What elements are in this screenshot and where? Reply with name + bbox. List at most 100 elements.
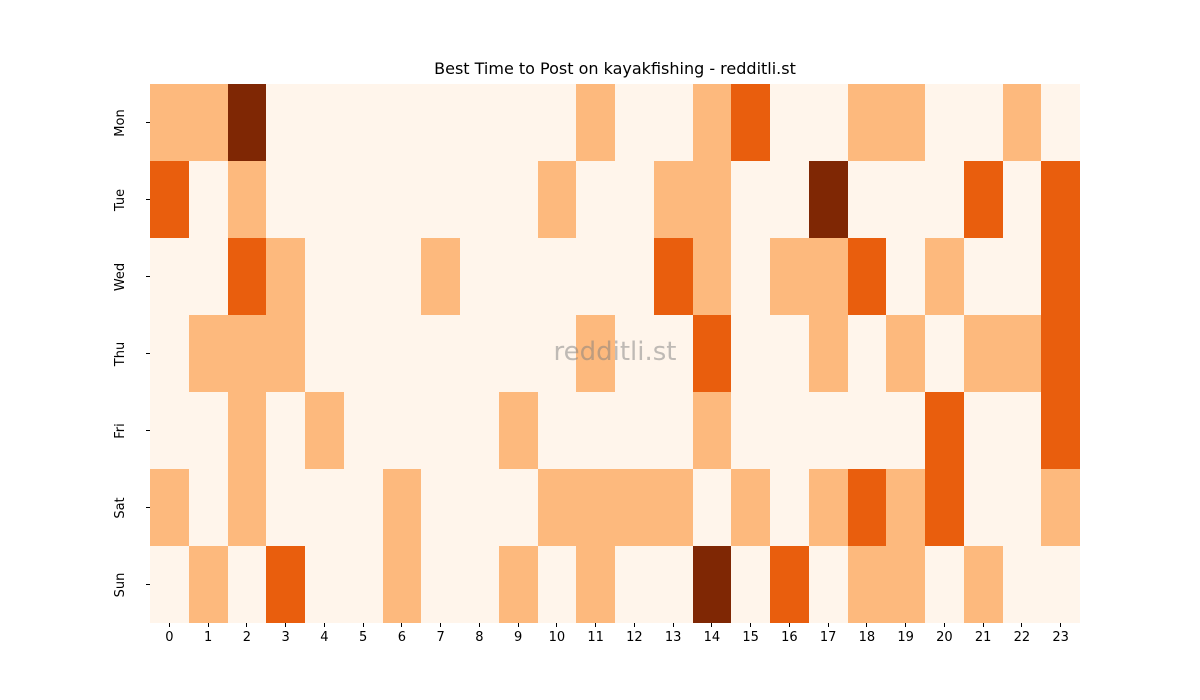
heatmap-cell xyxy=(615,392,654,469)
tick-mark xyxy=(517,623,519,627)
heatmap-cell xyxy=(576,161,615,238)
heatmap-cell xyxy=(925,469,964,546)
heatmap-cell xyxy=(731,315,770,392)
heatmap-cell xyxy=(770,238,809,315)
heatmap-cell xyxy=(227,238,267,315)
heatmap-cell xyxy=(460,238,499,315)
tick-mark xyxy=(478,623,480,627)
x-tick: 13 xyxy=(653,623,693,646)
heatmap-cell xyxy=(421,84,460,161)
heatmap-cell xyxy=(537,469,577,546)
tick-mark xyxy=(788,623,790,627)
tick-mark xyxy=(1060,623,1062,627)
heatmap-cell xyxy=(421,161,460,238)
y-tick: Mon xyxy=(100,109,150,136)
heatmap-cell xyxy=(847,392,887,469)
heatmap-cell xyxy=(770,469,809,546)
heatmap-cell xyxy=(963,546,1003,623)
x-tick: 1 xyxy=(188,623,228,646)
heatmap-cell xyxy=(692,392,732,469)
heatmap-cell xyxy=(731,84,770,161)
heatmap-cell xyxy=(963,315,1003,392)
x-tick-label: 11 xyxy=(587,630,604,645)
tick-mark xyxy=(401,623,403,627)
heatmap-cell xyxy=(305,84,344,161)
heatmap-cell xyxy=(382,84,422,161)
heatmap-cell xyxy=(653,392,693,469)
x-tick-label: 20 xyxy=(936,630,953,645)
x-tick: 6 xyxy=(382,623,422,646)
heatmap-cell xyxy=(537,546,577,623)
heatmap-cell xyxy=(770,392,809,469)
heatmap-cell xyxy=(847,84,887,161)
y-tick: Tue xyxy=(100,188,150,211)
heatmap-cell xyxy=(847,546,887,623)
tick-mark xyxy=(633,623,635,627)
tick-mark xyxy=(595,623,597,627)
heatmap-cell xyxy=(382,161,422,238)
x-tick-label: 18 xyxy=(858,630,876,645)
tick-mark xyxy=(866,623,868,627)
x-tick-label: 2 xyxy=(242,630,252,645)
heatmap-cell xyxy=(1002,161,1042,238)
x-tick: 4 xyxy=(304,623,344,646)
heatmap-cell xyxy=(770,161,809,238)
heatmap-cell xyxy=(343,161,383,238)
x-tick-label: 9 xyxy=(513,630,523,645)
tick-mark xyxy=(146,121,150,123)
heatmap-cell xyxy=(498,469,538,546)
heatmap-cell xyxy=(847,161,887,238)
x-tick-label: 10 xyxy=(548,630,566,645)
heatmap-cell xyxy=(460,161,499,238)
heatmap-cell xyxy=(150,161,189,238)
x-tick: 0 xyxy=(149,623,189,646)
heatmap-cell xyxy=(1041,315,1080,392)
heatmap-cell xyxy=(498,161,538,238)
x-tick: 17 xyxy=(808,623,848,646)
heatmap-cell xyxy=(460,546,499,623)
heatmap-cell xyxy=(886,546,925,623)
x-axis: 0 1 2 3 4 5 6 7 8 9 10 11 12 13 14 15 16 17 18 19 20 21 22 23 xyxy=(150,623,1080,653)
heatmap-cell xyxy=(305,315,344,392)
heatmap-cell xyxy=(498,315,538,392)
heatmap-cell xyxy=(847,238,887,315)
y-tick: Fri xyxy=(100,421,150,441)
heatmap-cell xyxy=(150,238,189,315)
heatmap-cell xyxy=(150,469,189,546)
heatmap-cell xyxy=(615,546,654,623)
heatmap-cell xyxy=(808,161,848,238)
heatmap-cell xyxy=(1002,84,1042,161)
x-tick-label: 17 xyxy=(819,630,837,645)
heatmap-cell xyxy=(188,469,228,546)
x-tick: 16 xyxy=(769,623,809,646)
x-tick-label: 1 xyxy=(203,630,213,645)
tick-mark xyxy=(207,623,209,627)
x-tick-label: 0 xyxy=(165,630,174,645)
heatmap-cell xyxy=(731,161,770,238)
heatmap-cell xyxy=(460,469,499,546)
heatmap-cell xyxy=(266,238,305,315)
heatmap-cell xyxy=(808,84,848,161)
heatmap-cell xyxy=(150,392,189,469)
y-tick-label: Sun xyxy=(112,572,128,597)
tick-mark xyxy=(246,623,248,627)
x-tick-label: 13 xyxy=(664,630,682,645)
heatmap-cell xyxy=(692,315,732,392)
x-tick-label: 8 xyxy=(475,630,484,645)
heatmap-cell xyxy=(1002,392,1042,469)
heatmap-cell xyxy=(963,161,1003,238)
heatmap-cell xyxy=(770,546,809,623)
heatmap-cell xyxy=(305,546,344,623)
heatmap-cell xyxy=(227,84,267,161)
heatmap-cell xyxy=(653,315,693,392)
y-tick-label: Thu xyxy=(112,341,128,366)
y-tick: Thu xyxy=(100,341,150,366)
heatmap-cell xyxy=(653,546,693,623)
heatmap-cell xyxy=(886,238,925,315)
x-tick: 19 xyxy=(886,623,926,646)
heatmap-cell xyxy=(305,469,344,546)
heatmap-cell xyxy=(615,469,654,546)
x-tick: 11 xyxy=(576,623,616,646)
heatmap-cell xyxy=(653,469,693,546)
heatmap-cell xyxy=(460,392,499,469)
